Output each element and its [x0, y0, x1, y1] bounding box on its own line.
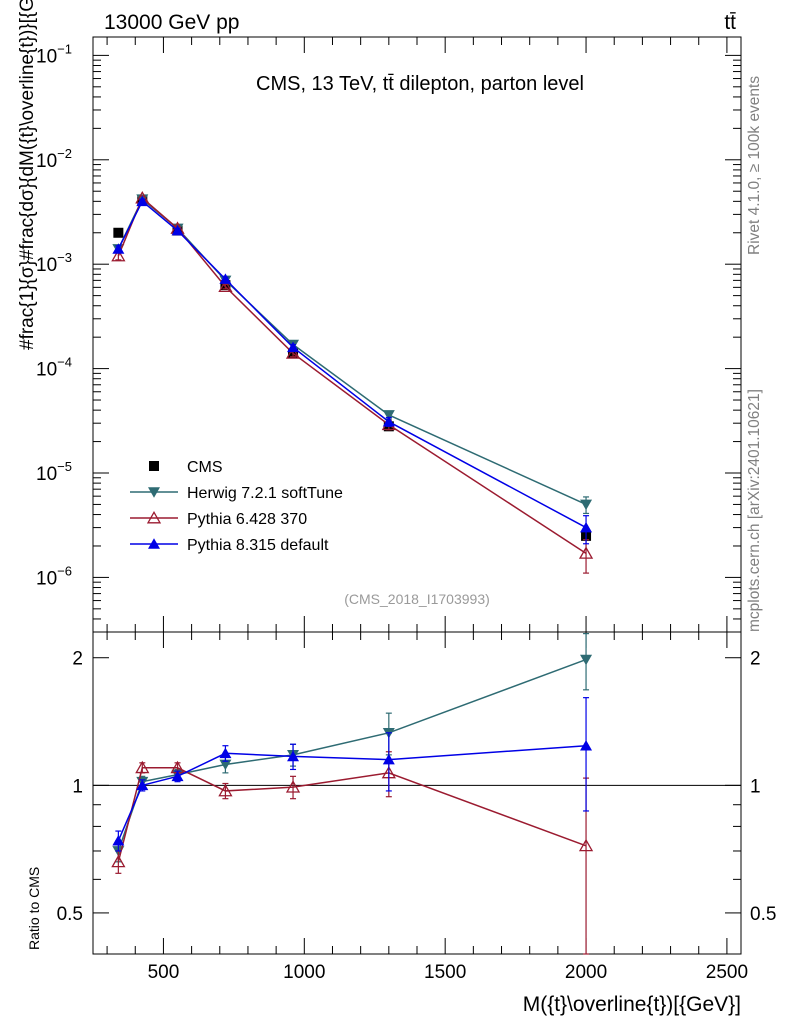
ratio-line — [117, 744, 587, 842]
legend-marker — [149, 461, 159, 471]
main-y-tick-label: 10−6 — [36, 563, 72, 589]
main-y-tick-label: 10−5 — [36, 459, 72, 485]
legend-item: Pythia 8.315 default — [130, 537, 329, 554]
ratio-point — [112, 835, 125, 846]
ratio-point — [219, 759, 232, 771]
legend-item: Pythia 6.428 370 — [130, 510, 307, 528]
main-y-tick-label: 10−2 — [36, 146, 72, 172]
ratio-y-tick-label-right: 1 — [750, 776, 761, 797]
data-point — [382, 410, 395, 421]
ratio-series — [111, 633, 594, 955]
data-point — [219, 273, 232, 284]
beam-label: 13000 GeV pp — [104, 11, 239, 34]
data-point — [580, 521, 593, 533]
ratio-y-tick-label-right: 0.5 — [750, 904, 776, 925]
x-tick-label: 2000 — [565, 962, 607, 983]
legend-label: CMS — [187, 459, 223, 476]
series-pythia-8-315-default — [112, 195, 593, 545]
ratio-point — [135, 760, 150, 774]
ratio-y-tick-label-left: 2 — [72, 649, 83, 670]
data-point — [136, 195, 149, 207]
ratio-point — [382, 753, 395, 765]
rivet-version-label: Rivet 4.1.0, ≥ 100k events — [746, 75, 763, 255]
legend-marker — [146, 510, 162, 524]
analysis-watermark: (CMS_2018_I1703993) — [344, 591, 490, 607]
series-herwig-7-2-1-softtune — [112, 194, 593, 515]
legend-label: Herwig 7.2.1 softTune — [187, 485, 343, 502]
main-y-tick-labels: 10−6 10−5 10−4 10−3 10−2 10−1 — [36, 41, 72, 589]
ratio-series-herwig-7-2-1-softtune — [112, 633, 593, 863]
legend-marker — [148, 538, 160, 549]
ratio-point — [136, 779, 149, 791]
data-point — [218, 279, 233, 293]
source-label: mcplots.cern.ch [arXiv:2401.10621] — [746, 389, 763, 632]
series-pythia-6-428-370 — [111, 191, 594, 574]
legend-item: CMS — [149, 459, 223, 476]
ratio-series-pythia-8-315-default — [112, 697, 593, 852]
main-y-tick-label: 10−4 — [36, 355, 72, 381]
data-point — [382, 416, 395, 427]
legend-label: Pythia 8.315 default — [187, 537, 329, 554]
main-y-tick-label: 10−1 — [36, 41, 72, 67]
ratio-point — [580, 740, 593, 751]
chart-title: CMS, 13 TeV, tt̄ dilepton, parton level — [256, 73, 584, 95]
ratio-y-tick-label-right: 2 — [750, 649, 761, 670]
series-line — [117, 200, 587, 529]
x-tick-label: 2500 — [706, 962, 748, 983]
ratio-frame — [92, 631, 742, 955]
ratio-line — [117, 767, 587, 863]
ratio-y-tick-label-left: 0.5 — [57, 904, 83, 925]
ratio-y-tick-label-left: 1 — [72, 776, 83, 797]
data-point — [111, 248, 126, 262]
ratio-point — [218, 783, 233, 797]
data-point — [580, 499, 593, 511]
ratio-point — [578, 838, 594, 852]
process-label: tt̄ — [724, 11, 736, 34]
ratio-point — [219, 747, 232, 759]
legend-marker — [148, 487, 160, 498]
ratio-point — [580, 654, 593, 666]
legend-label: Pythia 6.428 370 — [187, 511, 307, 528]
x-tick-label: 500 — [148, 962, 180, 983]
data-point — [578, 546, 594, 559]
main-panel: 10−6 10−5 10−4 10−3 10−2 10−1 CMS, 13 TeV, tt… — [36, 36, 742, 633]
ratio-y-axis-label: Ratio to CMS — [26, 867, 42, 950]
main-y-tick-label: 10−3 — [36, 250, 72, 276]
data-point — [112, 243, 125, 254]
data-point — [171, 224, 184, 236]
legend-item: Herwig 7.2.1 softTune — [130, 485, 343, 502]
data-point — [287, 341, 300, 353]
ratio-point — [285, 780, 301, 793]
ratio-axis-ticks: 0.5 0.51 12 2500 1000 1500 2000 2500 — [57, 632, 776, 983]
x-axis-label: M({t}\overline{t})[{GeV}] — [523, 993, 741, 1016]
series-cms — [113, 195, 592, 541]
x-tick-label: 1000 — [283, 962, 325, 983]
data-point — [285, 346, 301, 359]
legend: CMS Herwig 7.2.1 softTune Pythia 6.428 370… — [130, 459, 343, 554]
data-point — [113, 227, 124, 238]
ratio-point — [287, 750, 300, 762]
x-tick-label: 1500 — [424, 962, 466, 983]
ratio-series-pythia-6-428-370 — [111, 751, 594, 955]
ratio-panel: 0.5 0.51 12 2500 1000 1500 2000 2500 — [57, 631, 776, 983]
main-y-axis-label: #frac{1}{σ}#frac{dσ}{dM({t}\overline{t})… — [17, 0, 38, 350]
ratio-point — [111, 854, 126, 868]
ratio-point — [171, 770, 184, 782]
main-axis-ticks — [93, 37, 741, 633]
main-series — [111, 191, 594, 574]
ratio-line — [117, 658, 587, 852]
